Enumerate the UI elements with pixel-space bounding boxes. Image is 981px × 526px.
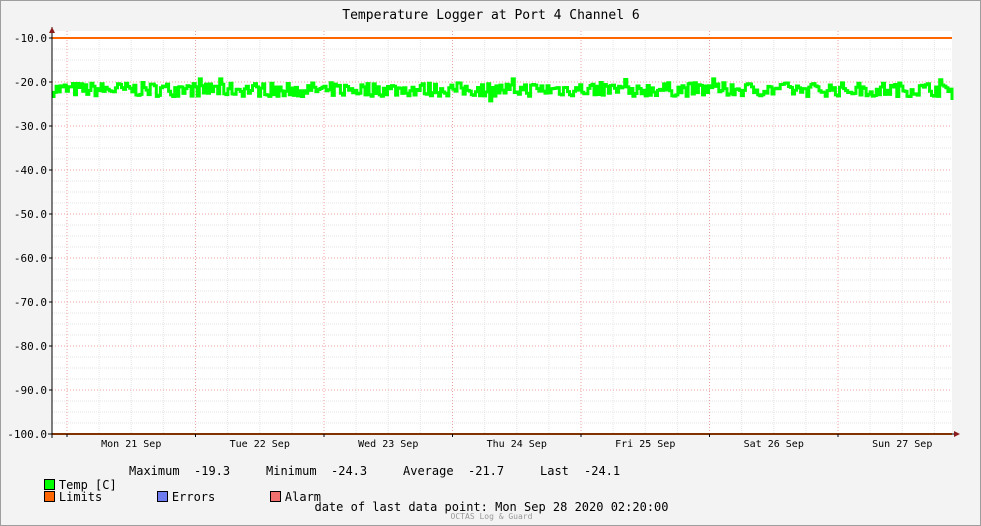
axes (48, 27, 960, 438)
last-data-point: date of last data point: Mon Sep 28 2020… (314, 500, 669, 514)
y-tick-labels: -10.0 -20.0 -30.0 -40.0 -50.0 -60.0 -70.0 -80.0… (7, 32, 47, 441)
max-value: -19.3 (194, 464, 231, 478)
y-tick-label: -90.0 (14, 384, 47, 397)
temp-swatch (43, 479, 55, 490)
y-axis-arrow (49, 27, 55, 33)
limits-swatch (43, 491, 55, 502)
minor-gridlines (52, 38, 952, 434)
x-tick-label: Mon 21 Sep (101, 439, 161, 450)
y-tick-label: -50.0 (14, 208, 47, 221)
x-tick-label: Fri 25 Sep (615, 439, 675, 450)
y-tick-label: -20.0 (14, 76, 47, 89)
last-label: Last (540, 464, 569, 478)
temp-line (52, 77, 954, 103)
x-axis-arrow (954, 431, 960, 437)
avg-label: Average (403, 464, 454, 478)
y-tick-label: -30.0 (14, 120, 47, 133)
avg-value: -21.7 (468, 464, 505, 478)
min-value: -24.3 (331, 464, 368, 478)
y-tick-label: -60.0 (14, 252, 47, 265)
legend-limits: Limits (15, 476, 102, 518)
legend-alarm-label: Alarm (284, 490, 322, 504)
legend-alarm: Alarm (241, 476, 321, 518)
errors-swatch (156, 491, 168, 502)
legend-limits-label: Limits (58, 490, 103, 504)
legend-errors-label: Errors (171, 490, 216, 504)
temp-series (52, 77, 954, 103)
y-tick-label: -10.0 (14, 32, 47, 45)
last-value: -24.1 (584, 464, 621, 478)
x-tick-labels: Mon 21 Sep Tue 22 Sep Wed 23 Sep Thu 24 Sep… (101, 439, 932, 450)
x-tick-label: Wed 23 Sep (358, 439, 418, 450)
x-tick-label: Sat 26 Sep (744, 439, 804, 450)
y-tick-label: -40.0 (14, 164, 47, 177)
y-tick-label: -80.0 (14, 340, 47, 353)
legend-temp: Temp [C] (15, 464, 117, 506)
x-tick-label: Sun 27 Sep (872, 439, 932, 450)
max-label: Maximum (129, 464, 180, 478)
legend-errors: Errors (128, 476, 215, 518)
alarm-swatch (269, 491, 281, 502)
temperature-chart: Temperature Logger at Port 4 Channel 6 -… (7, 8, 960, 450)
y-tick-label: -100.0 (7, 428, 47, 441)
x-tick-label: Tue 22 Sep (230, 439, 290, 450)
watermark: OCTAS Log & Guard (450, 512, 533, 521)
min-label: Minimum (266, 464, 317, 478)
chart-title: Temperature Logger at Port 4 Channel 6 (342, 8, 639, 23)
legend-temp-label: Temp [C] (58, 478, 117, 492)
y-tick-label: -70.0 (14, 296, 47, 309)
x-tick-label: Thu 24 Sep (487, 439, 547, 450)
